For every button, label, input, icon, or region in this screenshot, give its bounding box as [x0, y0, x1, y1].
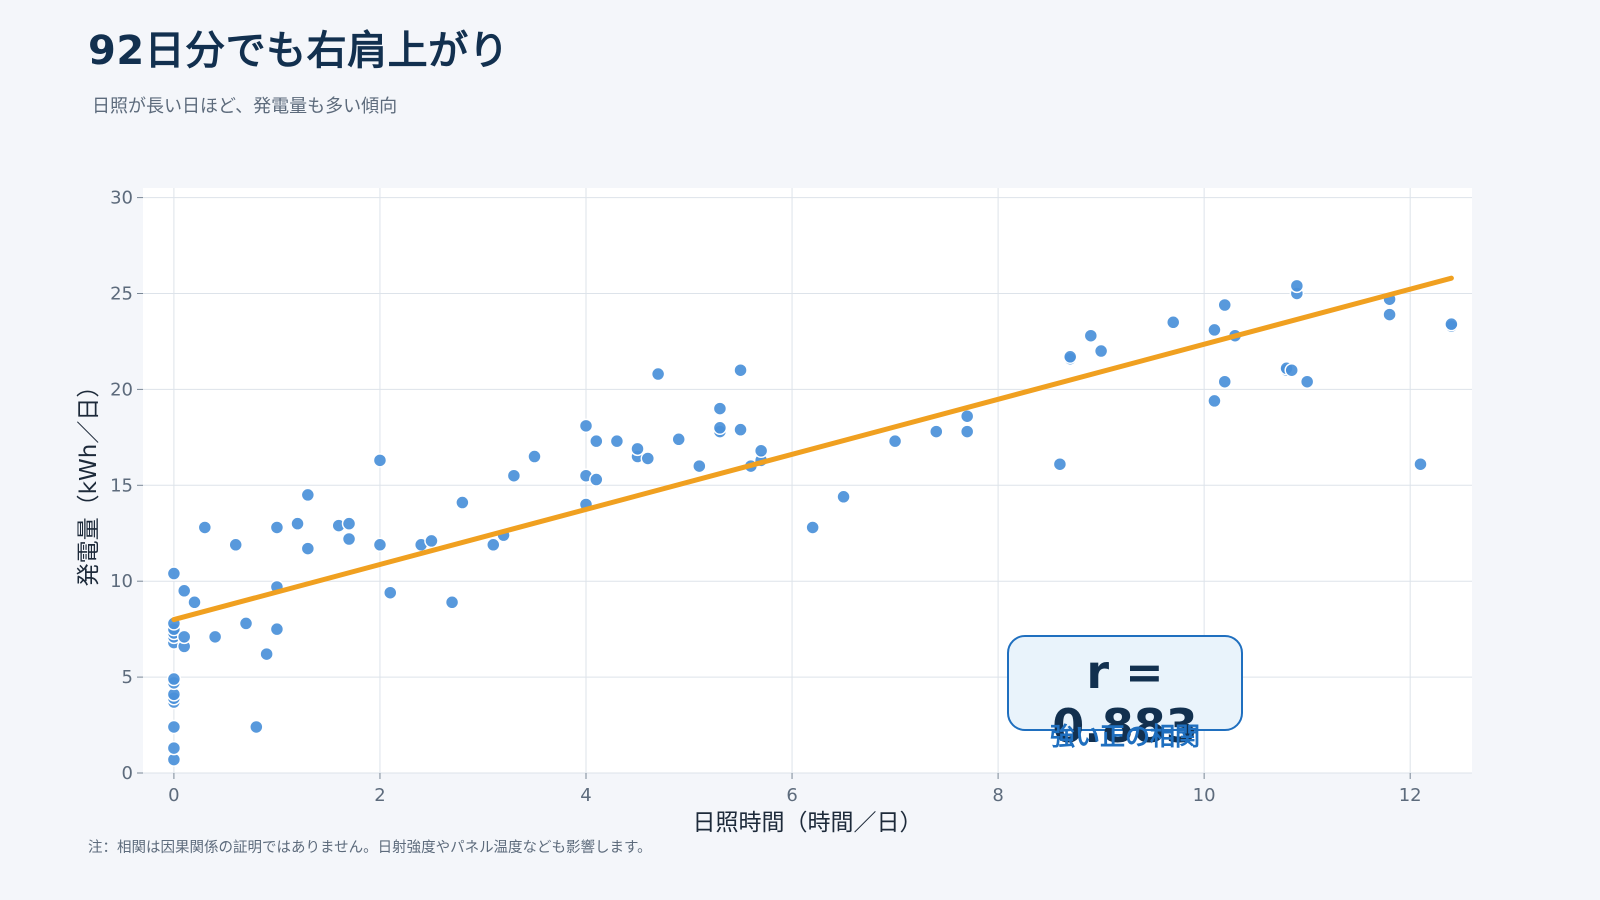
scatter-point [300, 541, 316, 556]
scatter-point [589, 433, 604, 449]
scatter-point [712, 401, 728, 416]
scatter-point [1083, 328, 1099, 343]
correlation-value: r = 0.883 [1052, 645, 1198, 753]
scatter-point [589, 472, 604, 487]
x-tick-label: 12 [1399, 785, 1422, 806]
scatter-point [238, 616, 254, 631]
scatter-point [959, 408, 975, 424]
scatter-point [1207, 322, 1222, 338]
x-axis-label: 日照時間（時間／日） [693, 810, 923, 836]
scatter-point [1382, 307, 1397, 322]
scatter-point [249, 719, 264, 735]
scatter-point [640, 451, 656, 466]
scatter-point [259, 646, 274, 662]
chart-title: 92日分でも右肩上がり [88, 28, 510, 74]
scatter-point [527, 449, 542, 464]
scatter-point [269, 520, 285, 535]
scatter-point [1289, 278, 1305, 294]
scatter-point [486, 537, 501, 553]
scatter-point [506, 468, 522, 483]
scatter-point [1217, 297, 1232, 313]
y-tick-label: 30 [110, 188, 133, 209]
scatter-point [228, 537, 243, 553]
scatter-point [1165, 315, 1181, 330]
y-tick-label: 0 [122, 763, 133, 784]
scatter-point [630, 441, 645, 457]
scatter-point [166, 740, 182, 756]
y-tick-label: 15 [110, 475, 133, 496]
scatter-point [1444, 316, 1459, 332]
scatter-point [176, 583, 192, 599]
scatter-point [1284, 362, 1299, 378]
scatter-point [1299, 374, 1315, 389]
scatter-point [372, 537, 388, 553]
scatter-point [1217, 374, 1232, 389]
scatter-point [671, 432, 686, 447]
correlation-badge: r = 0.883 [1007, 635, 1243, 753]
scatter-point [578, 418, 594, 434]
scatter-point [269, 621, 285, 637]
scatter-point [290, 516, 305, 531]
chart-subtitle: 日照が長い日ほど、発電量も多い傾向 [92, 96, 398, 117]
scatter-point [1413, 456, 1428, 472]
scatter-point [444, 595, 460, 610]
scatter-point [424, 533, 439, 549]
scatter-point [176, 629, 192, 645]
scatter-point [341, 516, 357, 531]
scatter-point [887, 433, 903, 449]
y-tick-label: 5 [122, 667, 133, 688]
trend-line-group [171, 275, 1454, 623]
plot-area [143, 188, 1472, 773]
axis-ticks: 0 5 10 15 20 25 30 0 2 4 6 8 10 12 [110, 188, 1422, 806]
scatter-point [187, 595, 202, 610]
y-tick-label: 20 [110, 379, 133, 400]
y-axis-label: 発電量（kWh／日） [76, 375, 102, 587]
trend-line [171, 275, 1454, 623]
scatter-point [341, 531, 357, 547]
scatter-point [836, 489, 851, 505]
scatter-point [692, 458, 707, 474]
scatter-point [753, 443, 769, 459]
scatter-point [166, 671, 182, 687]
grid [143, 188, 1472, 774]
y-tick-label: 10 [110, 571, 133, 592]
scatter-point [650, 366, 666, 382]
x-tick-label: 6 [786, 785, 797, 806]
scatter-point [609, 433, 625, 449]
scatter-point [929, 424, 944, 439]
scatter-point [1062, 349, 1078, 365]
x-tick-label: 8 [992, 785, 1003, 806]
scatter-point [207, 629, 223, 645]
scatter-point [372, 453, 388, 468]
scatter-point [712, 420, 728, 436]
scatter-point [733, 422, 748, 437]
scatter-point [805, 520, 820, 535]
scatter-point [166, 719, 182, 735]
scatter-point [197, 520, 213, 535]
scatter-point [455, 495, 470, 510]
scatter-point [300, 487, 316, 503]
y-tick-label: 25 [110, 283, 133, 304]
scatter-point [1093, 343, 1109, 359]
x-tick-label: 2 [374, 785, 385, 806]
scatter-point [733, 362, 748, 378]
footnote: 注：相関は因果関係の証明ではありません。日射強度やパネル温度なども影響します。 [88, 840, 652, 856]
scatter-point [959, 424, 975, 439]
x-tick-label: 4 [580, 785, 591, 806]
scatter-point [166, 566, 182, 581]
correlation-caption: 強い正の相関 [1049, 722, 1200, 751]
x-tick-label: 10 [1193, 785, 1216, 806]
scatter-point [1207, 393, 1222, 409]
x-tick-label: 0 [168, 785, 179, 806]
scatter-point [1052, 456, 1068, 472]
scatter-point [383, 585, 398, 600]
